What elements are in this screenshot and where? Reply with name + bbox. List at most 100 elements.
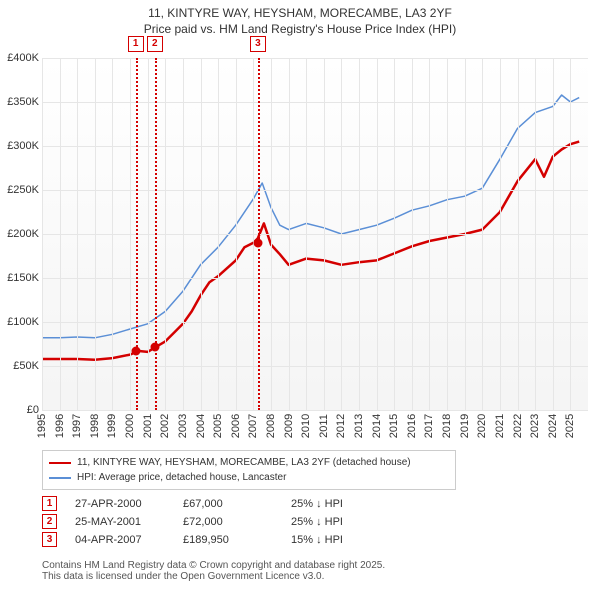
x-tick-label: 2014: [371, 414, 383, 438]
chart-plot-area: £0£50K£100K£150K£200K£250K£300K£350K£400…: [42, 58, 588, 410]
event-marker-box: 1: [128, 36, 144, 52]
attribution-footer: Contains HM Land Registry data © Crown c…: [42, 560, 385, 582]
x-tick-label: 2024: [547, 414, 559, 438]
series-line-property: [42, 142, 579, 360]
gridline-vertical: [130, 58, 131, 410]
event-marker-dot: [253, 238, 262, 247]
footer-line2: This data is licensed under the Open Gov…: [42, 571, 385, 582]
event-marker-line: [258, 58, 260, 410]
gridline-horizontal: [42, 102, 588, 103]
legend-swatch: [49, 462, 71, 464]
gridline-vertical: [341, 58, 342, 410]
sale-delta: 25% ↓ HPI: [291, 516, 381, 528]
y-tick-label: £300K: [0, 140, 39, 152]
y-tick-label: £100K: [0, 316, 39, 328]
x-tick-label: 2013: [353, 414, 365, 438]
gridline-vertical: [324, 58, 325, 410]
gridline-horizontal: [42, 322, 588, 323]
x-tick-label: 2023: [529, 414, 541, 438]
legend-swatch: [49, 477, 71, 479]
gridline-vertical: [500, 58, 501, 410]
gridline-vertical: [165, 58, 166, 410]
sale-date: 27-APR-2000: [75, 498, 165, 510]
x-tick-label: 2025: [564, 414, 576, 438]
y-tick-label: £150K: [0, 272, 39, 284]
series-line-hpi: [42, 95, 579, 338]
legend-item: HPI: Average price, detached house, Lanc…: [49, 470, 449, 485]
gridline-vertical: [570, 58, 571, 410]
x-tick-label: 2010: [300, 414, 312, 438]
x-tick-label: 2003: [177, 414, 189, 438]
gridline-vertical: [535, 58, 536, 410]
y-tick-label: £200K: [0, 228, 39, 240]
footer-line1: Contains HM Land Registry data © Crown c…: [42, 560, 385, 571]
x-tick-label: 2018: [441, 414, 453, 438]
x-tick-label: 1999: [106, 414, 118, 438]
sale-date: 04-APR-2007: [75, 534, 165, 546]
x-tick-label: 2006: [230, 414, 242, 438]
legend-label: 11, KINTYRE WAY, HEYSHAM, MORECAMBE, LA3…: [77, 455, 411, 470]
sale-delta: 25% ↓ HPI: [291, 498, 381, 510]
x-tick-label: 2007: [247, 414, 259, 438]
gridline-vertical: [271, 58, 272, 410]
sale-index-box: 3: [42, 532, 57, 547]
chart-title: 11, KINTYRE WAY, HEYSHAM, MORECAMBE, LA3…: [0, 0, 600, 37]
title-line1: 11, KINTYRE WAY, HEYSHAM, MORECAMBE, LA3…: [0, 6, 600, 22]
x-tick-label: 1995: [36, 414, 48, 438]
x-tick-label: 2019: [459, 414, 471, 438]
gridline-horizontal: [42, 58, 588, 59]
sale-price: £67,000: [183, 498, 273, 510]
gridline-vertical: [289, 58, 290, 410]
gridline-vertical: [183, 58, 184, 410]
event-marker-dot: [150, 342, 159, 351]
sale-row: 225-MAY-2001£72,00025% ↓ HPI: [42, 514, 381, 529]
gridline-vertical: [201, 58, 202, 410]
gridline-vertical: [60, 58, 61, 410]
x-tick-label: 2011: [318, 414, 330, 438]
gridline-vertical: [429, 58, 430, 410]
gridline-vertical: [394, 58, 395, 410]
gridline-vertical: [518, 58, 519, 410]
gridline-vertical: [359, 58, 360, 410]
legend-label: HPI: Average price, detached house, Lanc…: [77, 470, 286, 485]
gridline-vertical: [148, 58, 149, 410]
event-marker-box: 2: [147, 36, 163, 52]
event-marker-box: 3: [250, 36, 266, 52]
gridline-vertical: [553, 58, 554, 410]
sale-index-box: 2: [42, 514, 57, 529]
sale-row: 127-APR-2000£67,00025% ↓ HPI: [42, 496, 381, 511]
x-tick-label: 2021: [494, 414, 506, 438]
legend-item: 11, KINTYRE WAY, HEYSHAM, MORECAMBE, LA3…: [49, 455, 449, 470]
gridline-vertical: [447, 58, 448, 410]
x-tick-label: 2000: [124, 414, 136, 438]
x-tick-label: 2008: [265, 414, 277, 438]
gridline-horizontal: [42, 146, 588, 147]
gridline-vertical: [377, 58, 378, 410]
x-tick-label: 2004: [195, 414, 207, 438]
gridline-vertical: [253, 58, 254, 410]
x-tick-label: 1996: [54, 414, 66, 438]
title-line2: Price paid vs. HM Land Registry's House …: [0, 22, 600, 38]
gridline-vertical: [112, 58, 113, 410]
legend: 11, KINTYRE WAY, HEYSHAM, MORECAMBE, LA3…: [42, 450, 456, 490]
x-tick-label: 2012: [335, 414, 347, 438]
x-tick-label: 2017: [423, 414, 435, 438]
x-tick-label: 2002: [159, 414, 171, 438]
y-tick-label: £250K: [0, 184, 39, 196]
gridline-vertical: [482, 58, 483, 410]
x-tick-label: 2001: [142, 414, 154, 438]
x-tick-label: 1998: [89, 414, 101, 438]
event-marker-line: [155, 58, 157, 410]
gridline-vertical: [465, 58, 466, 410]
gridline-vertical: [95, 58, 96, 410]
gridline-vertical: [236, 58, 237, 410]
y-tick-label: £350K: [0, 96, 39, 108]
gridline-vertical: [306, 58, 307, 410]
event-marker-line: [136, 58, 138, 410]
x-tick-label: 2020: [476, 414, 488, 438]
gridline-vertical: [218, 58, 219, 410]
sale-price: £189,950: [183, 534, 273, 546]
x-tick-label: 2015: [388, 414, 400, 438]
gridline-horizontal: [42, 190, 588, 191]
gridline-horizontal: [42, 278, 588, 279]
